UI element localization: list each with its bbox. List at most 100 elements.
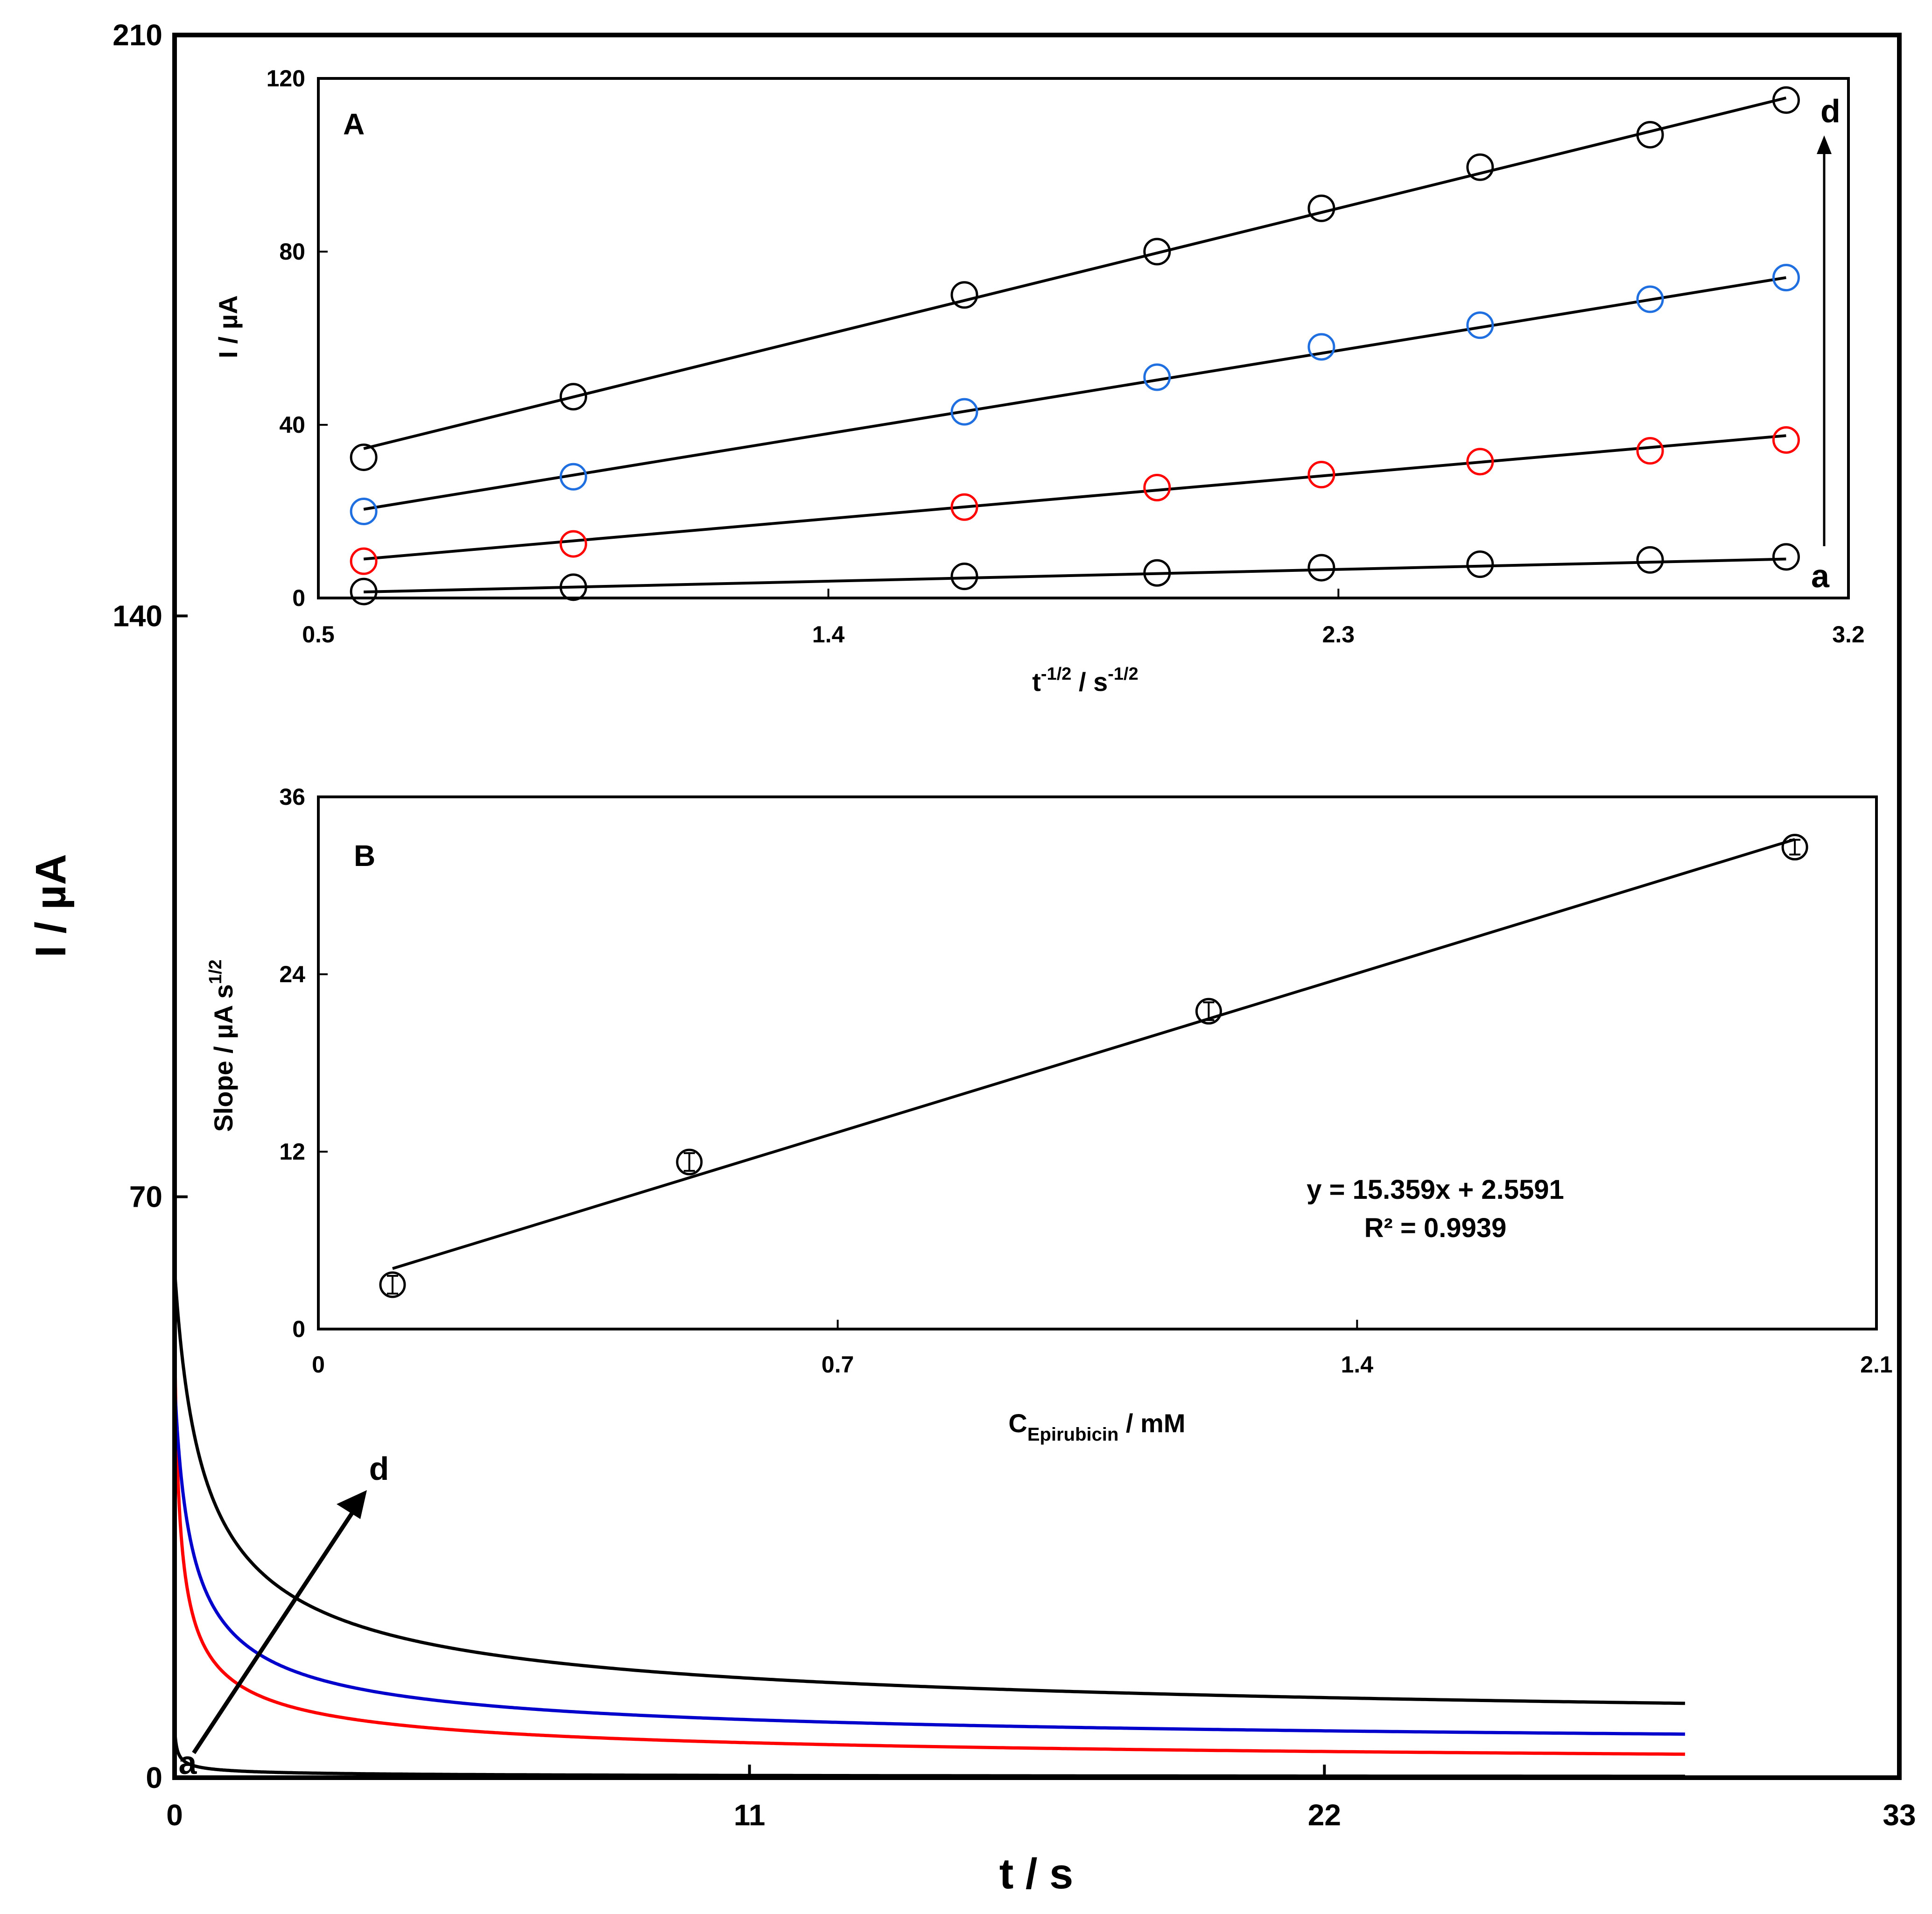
inset-b-fit-equation: y = 15.359x + 2.5591 (1307, 1175, 1564, 1205)
inset-a-frame (317, 77, 1850, 599)
inset-a-trend-arrow-head (1817, 135, 1832, 154)
inset-a-x-title-sup2: -1/2 (1108, 664, 1138, 684)
main-y-tick-label: 210 (112, 18, 162, 52)
inset-a-point-b (559, 530, 587, 558)
inset-a-point-a (1466, 550, 1494, 578)
inset-a-label-d: d (1820, 93, 1841, 129)
inset-b-y-tick-label: 0 (292, 1316, 305, 1342)
inset-b-x-tick-labels: 0 0.7 1.4 2.1 (312, 1351, 1893, 1378)
main-x-tick-label: 11 (734, 1798, 766, 1832)
inset-a-point-d (350, 443, 378, 471)
inset-b-frame (317, 795, 1878, 1330)
main-x-tick-label: 33 (1883, 1798, 1916, 1832)
inset-a-y-tick-label: 80 (279, 239, 305, 265)
main-x-axis-title: t / s (999, 1850, 1073, 1898)
inset-a-y-tick-labels: 0 40 80 120 (267, 65, 305, 611)
inset-a-x-tick-label: 0.5 (302, 621, 335, 647)
main-trend-arrow-head (337, 1490, 367, 1519)
inset-a-fit-lines (363, 96, 1787, 594)
inset-b-point (1195, 998, 1222, 1025)
inset-a-ticks (317, 77, 1849, 599)
inset-a-point-a (1143, 559, 1171, 587)
inset-a-x-tick-labels: 0.5 1.4 2.3 3.2 (302, 621, 1865, 647)
inset-a-trend-arrow (1817, 135, 1832, 546)
main-trend-arrow (192, 1490, 367, 1754)
inset-b-point (379, 1271, 406, 1298)
inset-a-point-c (1143, 363, 1171, 391)
main-x-tick-label: 22 (1308, 1798, 1341, 1832)
inset-b-x-title-sub: Epirubicin (1027, 1424, 1119, 1445)
inset-a-point-a (559, 573, 587, 601)
inset-a-panel-label: A (343, 107, 365, 141)
main-y-tick-label: 140 (112, 599, 162, 633)
inset-a-y-tick-label: 120 (267, 65, 305, 91)
inset-a-x-tick-label: 1.4 (812, 621, 845, 647)
inset-a-point-a (1636, 546, 1664, 574)
inset-a-y-tick-label: 0 (292, 585, 305, 611)
inset-b-point (1781, 834, 1808, 861)
inset-a-point-b (1307, 461, 1335, 489)
main-y-tick-label: 70 (129, 1180, 162, 1214)
main-curve-d (173, 242, 1685, 1705)
inset-a-point-a (1307, 554, 1335, 582)
inset-a-point-d (559, 383, 587, 411)
inset-a-point-c (1636, 285, 1664, 313)
inset-a-point-d (1636, 121, 1664, 149)
inset-b-background (318, 797, 1876, 1329)
inset-a-y-axis-title: I / µA (213, 296, 243, 359)
inset-a-x-title-sup1: -1/2 (1041, 664, 1071, 684)
inset-a-fit-a (364, 557, 1786, 594)
main-x-tick-label: 0 (166, 1798, 183, 1832)
inset-a-point-d (1772, 86, 1800, 114)
inset-a-x-axis-title: t-1/2 / s-1/2 (1032, 664, 1138, 697)
inset-a-point-b (950, 493, 978, 521)
inset-b-fit-line (392, 838, 1796, 1270)
inset-b-y-tick-label: 36 (279, 784, 305, 810)
inset-a-label-a: a (1811, 558, 1830, 594)
inset-b-fit-line-segment (392, 838, 1796, 1270)
inset-b-points (379, 834, 1808, 1298)
inset-a-point-d (1307, 194, 1335, 222)
main-y-tick-labels: 0 70 140 210 (112, 18, 162, 1794)
inset-b-y-title-sup: 1/2 (206, 959, 225, 984)
inset-a-point-b (1143, 473, 1171, 501)
main-curve-label-d: d (369, 1450, 389, 1487)
inset-a-point-a (350, 577, 378, 605)
inset-b-y-tick-label: 24 (279, 961, 305, 987)
inset-b-x-title-c: C (1008, 1408, 1027, 1438)
inset-a-point-b (1466, 448, 1494, 476)
inset-a-point-b (1772, 426, 1800, 454)
inset-b-y-tick-labels: 0 12 24 36 (279, 784, 305, 1342)
inset-b-x-tick-label: 2.1 (1860, 1351, 1893, 1378)
inset-b-y-title-main: Slope / µA s (209, 984, 238, 1132)
inset-a-y-tick-label: 40 (279, 412, 305, 438)
inset-b-r-squared: R² = 0.9939 (1364, 1213, 1507, 1243)
inset-a-x-tick-label: 2.3 (1322, 621, 1355, 647)
inset-a-x-tick-label: 3.2 (1832, 621, 1865, 647)
inset-a-point-d (1466, 153, 1494, 181)
inset-b-ticks (317, 796, 1877, 1330)
inset-a-point-c (950, 398, 978, 426)
inset-a-x-title-t: t (1032, 667, 1041, 697)
inset-b-x-axis-title: CEpirubicin / mM (1008, 1408, 1185, 1445)
inset-b-y-axis-title: Slope / µA s1/2 (206, 959, 238, 1132)
inset-a-fit-c (363, 276, 1786, 511)
inset-b-x-title-unit: / mM (1118, 1408, 1185, 1438)
inset-a-point-b (350, 547, 378, 575)
main-curve-c (173, 491, 1685, 1736)
inset-a-point-d (950, 281, 978, 309)
inset-b: 0 12 24 36 0 0.7 1.4 2.1 B Slope / µA s1/2 CEp… (206, 784, 1893, 1445)
inset-a-background (318, 78, 1848, 598)
inset-a-point-c (1772, 264, 1800, 292)
main-trend-arrow-line (192, 1511, 354, 1754)
main-y-axis-title: I / µA (27, 854, 75, 957)
inset-a-fit-d (363, 96, 1787, 450)
inset-a-points (350, 86, 1800, 605)
inset-b-point (676, 1148, 703, 1175)
inset-b-panel-label: B (354, 839, 375, 873)
inset-a-point-a (1772, 543, 1800, 571)
inset-a-fit-b (363, 434, 1786, 561)
main-ticks (173, 34, 1901, 1779)
main-curve-label-a: a (179, 1745, 197, 1781)
